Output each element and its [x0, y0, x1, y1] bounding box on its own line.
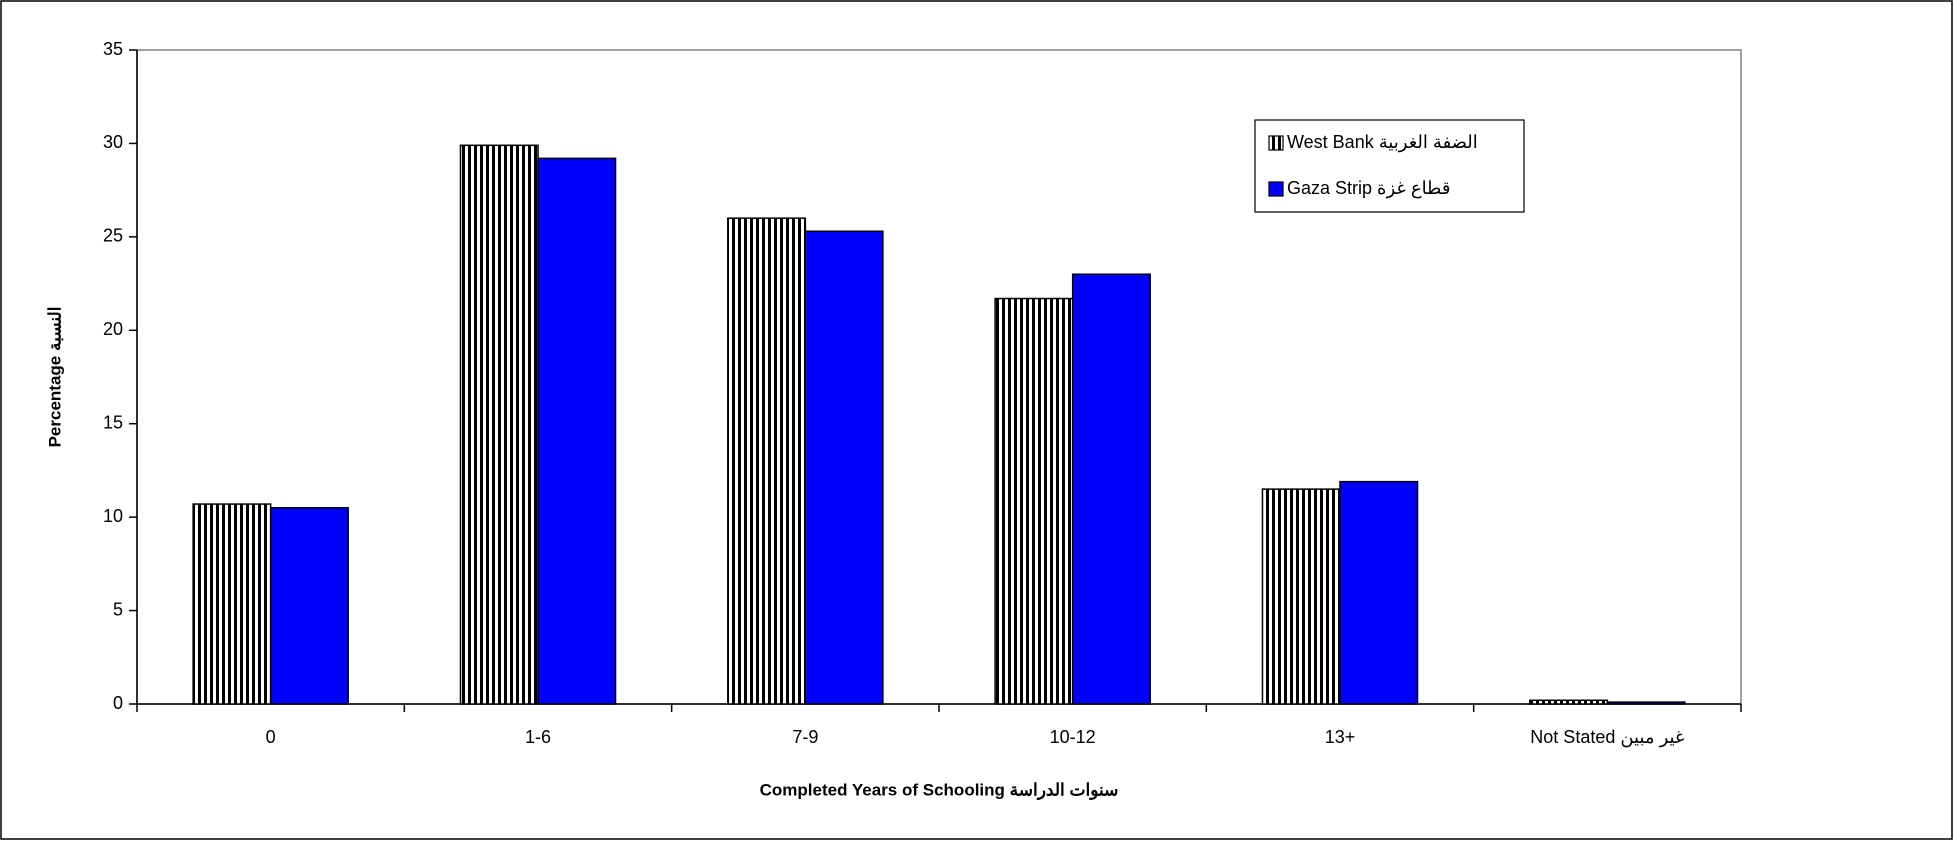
legend-label: West Bank الضفة الغربية	[1287, 132, 1478, 153]
legend-box	[1254, 119, 1525, 213]
bar	[994, 297, 1074, 705]
x-axis-label: Completed Years of Schooling سنوات الدرا…	[760, 780, 1119, 800]
bar	[1606, 701, 1686, 705]
x-tick-label: 1-6	[525, 727, 551, 747]
y-tick-label: 0	[113, 693, 123, 713]
y-tick-label: 30	[103, 132, 123, 152]
bar	[1529, 699, 1609, 705]
x-tick-label: 10-12	[1050, 727, 1096, 747]
y-tick-label: 20	[103, 319, 123, 339]
bar	[1339, 480, 1419, 705]
bar	[269, 507, 349, 705]
bar	[537, 157, 617, 705]
y-tick-label: 10	[103, 506, 123, 526]
y-axis-label: Percentage النسبة	[45, 307, 64, 448]
legend-swatch	[1268, 135, 1284, 151]
bar	[727, 217, 807, 705]
legend-label: Gaza Strip قطاع غزة	[1287, 178, 1450, 199]
y-tick-label: 5	[113, 599, 123, 619]
bar	[1261, 488, 1341, 705]
y-tick-label: 15	[103, 412, 123, 432]
bar	[192, 503, 272, 705]
legend-swatch	[1268, 181, 1284, 197]
y-tick-label: 25	[103, 226, 123, 246]
x-tick-label: 7-9	[792, 727, 818, 747]
bar	[459, 144, 539, 705]
bar	[1071, 273, 1151, 705]
y-tick-label: 35	[103, 39, 123, 59]
x-tick-label: 13+	[1325, 727, 1356, 747]
x-tick-label: 0	[266, 727, 276, 747]
bar	[804, 230, 884, 705]
x-tick-label: Not Stated غير مبين	[1530, 727, 1684, 748]
